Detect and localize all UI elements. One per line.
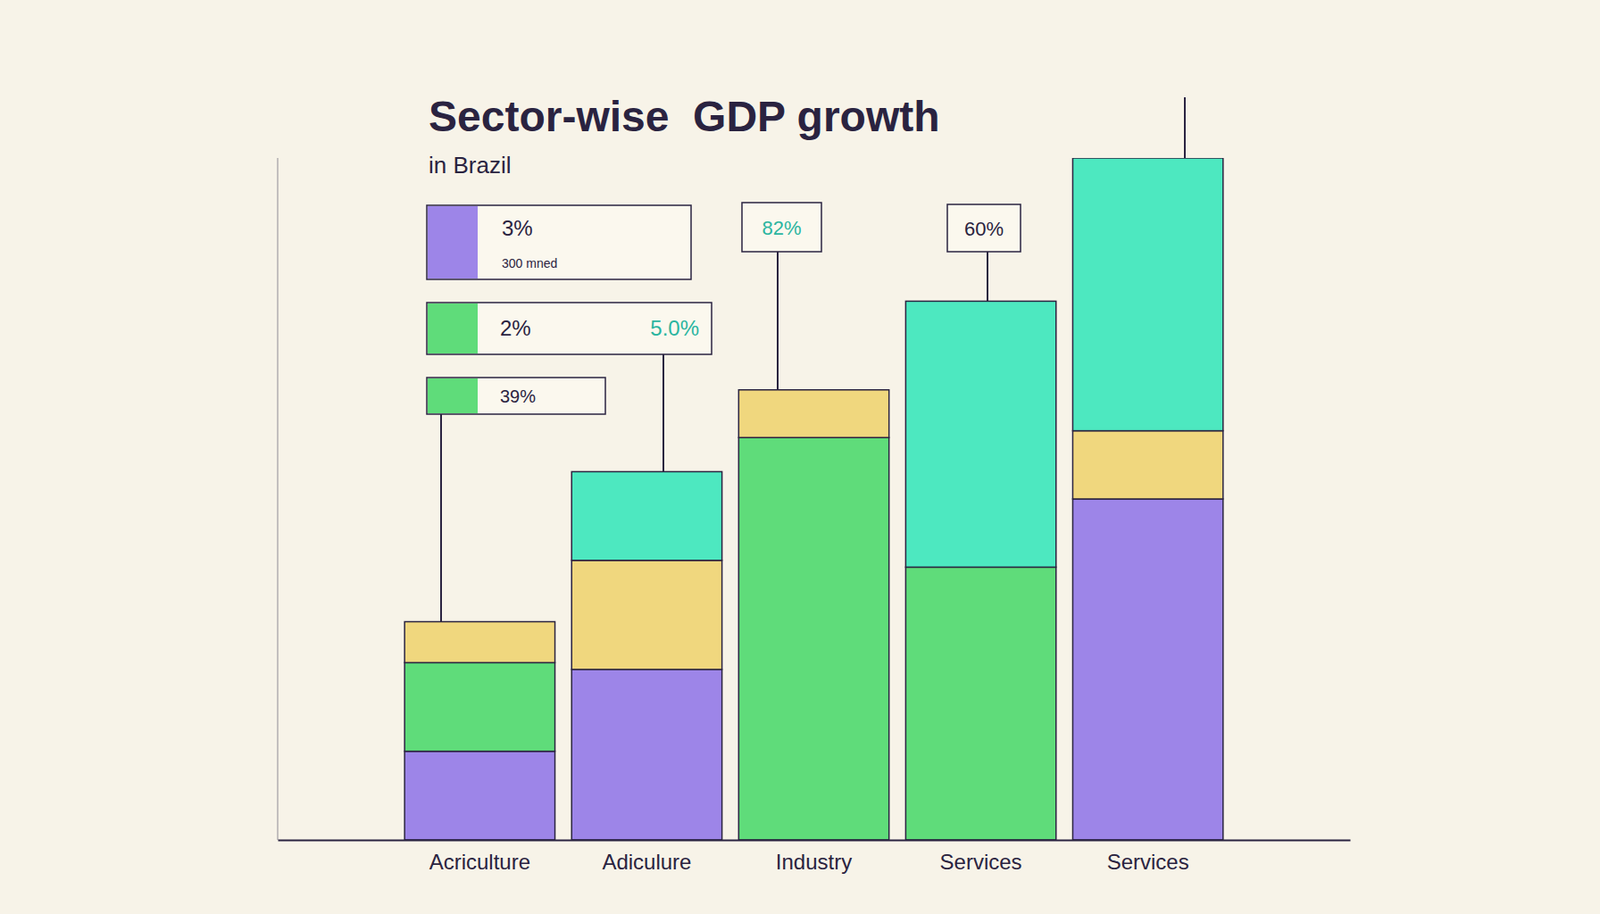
series [404,390,1224,670]
x-tick: Adiculure [601,840,692,875]
bar-segment [738,390,889,438]
bar-segment [905,300,1056,567]
x-tick: Services [940,840,1023,875]
leader-line [662,354,665,472]
title: Sector-wise GDP growth [428,92,941,141]
bar-segment [1072,158,1223,432]
callout-box [947,204,1021,252]
y-axis-line [277,158,279,841]
annotation: 3% [501,216,534,241]
annotation: 300 mned [501,256,558,271]
x-tick-label: Acriculture [429,850,531,875]
bar-segment [738,437,889,841]
x-tick-label: Industry [775,850,852,875]
bar-segment [571,560,722,670]
bar-segment [404,751,555,841]
annotations: 3% 300 mned 2% 5.0% 39% 82% 60% [426,202,1021,623]
chart: Sector-wise GDP growth in Brazil Acricultu… [0,0,1600,914]
bar-segment [571,669,722,841]
callout-box [426,302,712,355]
callout-swatch [427,206,478,279]
callout-swatch [427,303,478,354]
bar-segment [571,471,722,560]
x-axis: Acriculture Adiculure Industry Services Serv… [278,840,1351,875]
x-axis-line [278,840,1351,842]
x-tick: Services [1107,840,1190,875]
annotation: 82% [761,216,801,240]
bar-segment [404,621,555,624]
callout-box [426,205,692,280]
bar-segment [1072,499,1223,841]
annotation: 60% [964,217,1004,241]
decor-line [1183,97,1186,159]
callout-swatch [427,378,478,414]
leader-line [776,251,779,391]
bar-segment [404,662,555,751]
x-tick: Industry [775,840,852,875]
leader-line [986,251,989,301]
bar-segment [738,389,889,392]
callout-box [426,377,606,415]
bar-segment [404,622,555,664]
callout-box [741,202,822,252]
x-tick: Acriculture [429,840,531,875]
annotation: 5.0% [650,316,700,341]
x-tick-label: Services [940,850,1023,875]
annotation: 39% [500,386,536,407]
bars [404,158,1224,841]
bar-segment [905,566,1056,841]
x-tick-label: Services [1107,850,1190,875]
x-tick-label: Adiculure [601,850,692,875]
background [0,0,1600,914]
leader-line [440,414,442,623]
bar-segment [1072,431,1223,500]
subtitle: in Brazil [428,151,511,179]
annotation: 2% [500,316,532,341]
